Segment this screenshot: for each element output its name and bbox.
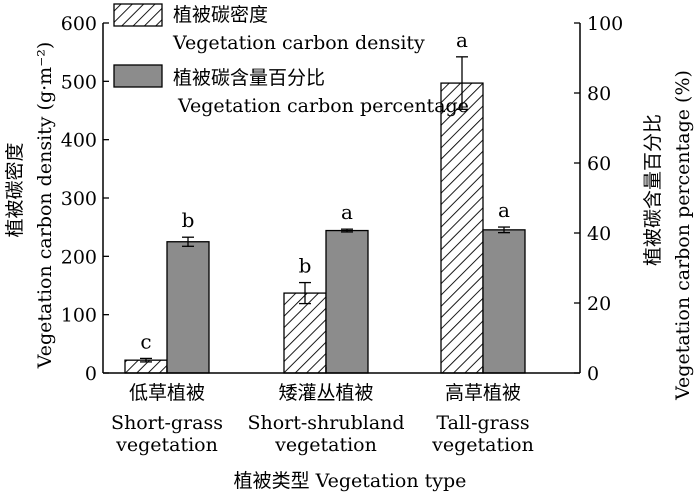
category-label-en-0-1: vegetation (115, 434, 218, 456)
significance-letter-0-2: a (456, 28, 468, 52)
category-label-zh-2: 高草植被 (445, 382, 521, 404)
y-right-tick-label-3: 60 (587, 153, 611, 175)
category-label-zh-1: 矮灌丛植被 (278, 382, 373, 404)
significance-letter-0-0: c (140, 329, 151, 353)
legend-label-carbon-density-zh: 植被碳密度 (173, 4, 268, 26)
significance-letter-1-1: a (341, 200, 353, 224)
y-left-tick-label-0: 0 (85, 363, 97, 385)
legend-label-carbon-percentage-zh: 植被碳含量百分比 (173, 67, 325, 89)
significance-letter-1-0: b (182, 208, 195, 232)
legend-label-carbon-percentage-en: Vegetation carbon percentage (177, 95, 469, 117)
legend-swatch-carbon-percentage (113, 64, 163, 88)
bar-carbon-percentage-1 (325, 229, 369, 374)
y-left-tick-label-2: 200 (61, 246, 97, 268)
y-left-tick-label-3: 300 (61, 188, 97, 210)
y-right-tick-label-5: 100 (587, 13, 623, 35)
legend-label-carbon-density-en: Vegetation carbon density (172, 32, 425, 54)
x-axis-title: 植被类型 Vegetation type (234, 470, 467, 492)
y-right-tick-label-0: 0 (587, 363, 599, 385)
y-left-tick-label-6: 600 (61, 13, 97, 35)
y-right-axis-title-zh: 植被碳含量百分比 (642, 114, 664, 266)
y-right-axis-title-en: Vegetation carbon percentage (%) (672, 70, 694, 401)
significance-letter-1-2: a (498, 198, 510, 222)
y-right-tick-label-1: 20 (587, 293, 611, 315)
labels-layer: c b a b a a 0 100 200 300 400 500 600 0 20 40 60 80 100 低草植… (4, 13, 694, 492)
category-label-en-0-0: Short-grass (111, 412, 223, 434)
y-right-tick-label-2: 40 (587, 223, 611, 245)
axes-layer (102, 22, 581, 374)
category-label-en-2-0: Tall-grass (436, 412, 529, 434)
category-label-zh-0: 低草植被 (129, 382, 205, 404)
bars-layer (124, 56, 526, 374)
y-left-axis-title-en: Vegetation carbon density (g·m⁻²) (34, 42, 56, 370)
legend: 植被碳密度 Vegetation carbon density 植被碳含量百分比 Ve… (113, 3, 469, 117)
category-label-en-1-1: vegetation (274, 434, 377, 456)
y-left-axis-title-zh: 植被碳密度 (4, 142, 26, 237)
bar-carbon-density-2 (440, 82, 484, 374)
y-left-tick-label-1: 100 (61, 305, 97, 327)
category-label-en-2-1: vegetation (431, 434, 534, 456)
y-right-tick-label-4: 80 (587, 83, 611, 105)
y-left-tick-label-4: 400 (61, 130, 97, 152)
y-left-tick-label-5: 500 (61, 71, 97, 93)
category-label-en-1-0: Short-shrubland (247, 412, 404, 434)
significance-letter-0-1: b (299, 254, 312, 278)
bar-carbon-density-1 (283, 292, 327, 374)
bar-carbon-percentage-2 (482, 229, 526, 374)
bar-carbon-percentage-0 (166, 241, 210, 374)
legend-swatch-carbon-density (113, 3, 163, 27)
